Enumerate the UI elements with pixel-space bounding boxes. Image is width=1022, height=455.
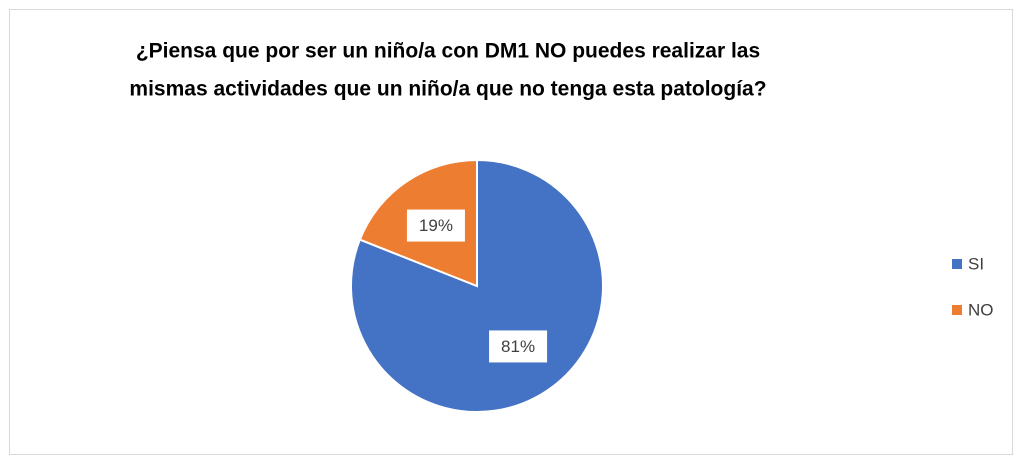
data-label-box bbox=[489, 330, 548, 363]
legend-swatch bbox=[952, 259, 962, 269]
legend-label: SI bbox=[968, 254, 984, 273]
legend-label: NO bbox=[968, 300, 994, 319]
data-label: 81% bbox=[501, 337, 535, 356]
chart-title: mismas actividades que un niño/a que no … bbox=[129, 78, 766, 101]
legend-swatch bbox=[952, 305, 962, 315]
chart-title: ¿Piensa que por ser un niño/a con DM1 NO… bbox=[136, 40, 760, 63]
data-label: 19% bbox=[419, 216, 453, 235]
data-label-box bbox=[406, 209, 465, 242]
